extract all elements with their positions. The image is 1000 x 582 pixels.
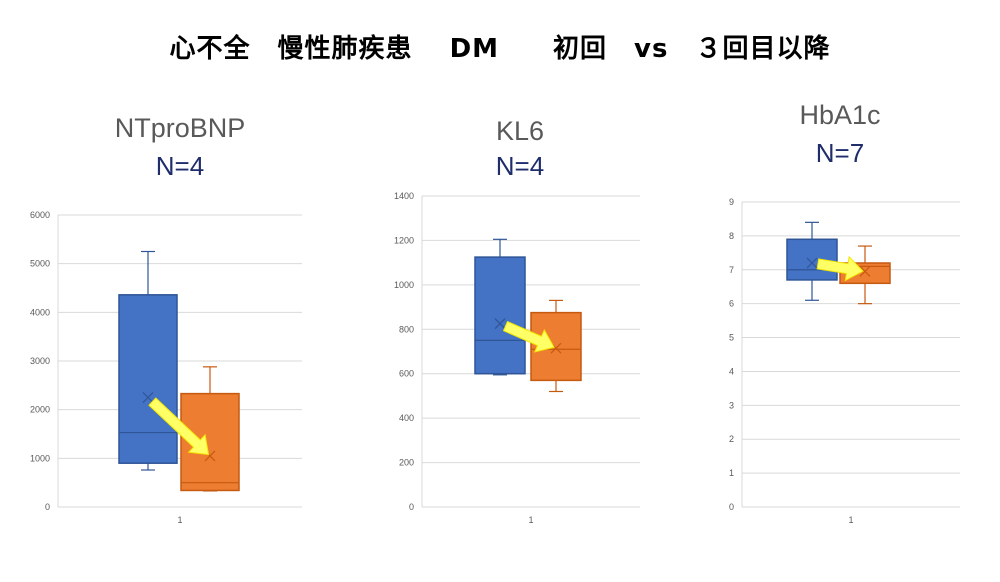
y-tick-label: 1200 <box>394 235 414 245</box>
y-tick-label: 2000 <box>30 405 50 415</box>
trend-arrow-icon <box>816 255 864 282</box>
y-tick-label: 0 <box>729 502 734 512</box>
mean-marker-icon <box>142 392 154 403</box>
y-tick-label: 4000 <box>30 307 50 317</box>
box-later <box>530 311 582 382</box>
x-category-label: 1 <box>848 515 853 525</box>
y-tick-label: 1000 <box>30 453 50 463</box>
y-tick-label: 1000 <box>394 280 414 290</box>
panel-n-ntprobnp: N=4 <box>155 151 205 181</box>
y-tick-label: 1400 <box>394 191 414 201</box>
y-tick-label: 9 <box>729 197 734 207</box>
panel-title-hba1c: HbA1c <box>799 100 881 130</box>
y-tick-label: 400 <box>399 413 414 423</box>
y-tick-label: 0 <box>409 502 414 512</box>
y-tick-label: 5000 <box>30 259 50 269</box>
mean-marker-icon <box>494 318 506 330</box>
y-tick-label: 0 <box>45 502 50 512</box>
y-tick-label: 4 <box>729 366 734 376</box>
box-first <box>474 256 526 375</box>
y-tick-label: 5 <box>729 333 734 343</box>
y-tick-label: 6000 <box>30 210 50 220</box>
y-tick-label: 3000 <box>30 356 50 366</box>
boxplot-hba1c: 0 1 2 3 4 5 6 7 8 9 1 <box>729 197 960 525</box>
y-tick-label: 2 <box>729 434 734 444</box>
box-first <box>118 294 178 464</box>
x-category-label: 1 <box>528 515 533 525</box>
y-tick-label: 6 <box>729 299 734 309</box>
y-tick-label: 7 <box>729 265 734 275</box>
x-category-label: 1 <box>177 515 182 525</box>
mean-marker-icon <box>806 257 818 269</box>
y-tick-label: 800 <box>399 324 414 334</box>
y-tick-label: 600 <box>399 369 414 379</box>
panel-title-ntprobnp: NTproBNP <box>114 113 246 143</box>
y-tick-label: 8 <box>729 231 734 241</box>
panel-n-hba1c: N=7 <box>815 138 865 168</box>
y-tick-label: 200 <box>399 458 414 468</box>
trend-arrow-icon <box>502 320 555 353</box>
slide-title: 心不全 慢性肺疾患 DM 初回 vs ３回目以降 <box>169 34 831 64</box>
boxplot-kl6: 0 200 400 600 800 1000 1200 1400 1 <box>394 191 640 525</box>
panel-n-kl6: N=4 <box>495 151 545 181</box>
mean-marker-icon <box>859 266 871 277</box>
y-tick-label: 1 <box>729 468 734 478</box>
trend-arrow-icon <box>148 397 210 456</box>
box-first <box>786 238 838 281</box>
y-tick-label: 3 <box>729 400 734 410</box>
panel-title-kl6: KL6 <box>495 116 545 146</box>
boxplot-ntprobnp: 0 1000 2000 3000 4000 5000 6000 1 <box>30 210 302 525</box>
